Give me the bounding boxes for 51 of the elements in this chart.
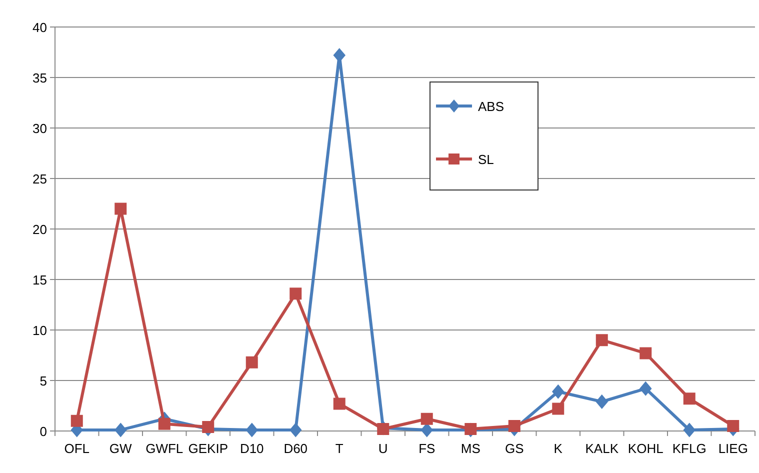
- point: [640, 382, 652, 396]
- x-tick-label: GW: [109, 441, 133, 456]
- legend-label: ABS: [478, 99, 504, 114]
- x-tick-label: GS: [504, 441, 524, 456]
- x-tick-label: OFL: [64, 441, 90, 456]
- point: [70, 414, 83, 427]
- point: [114, 202, 127, 215]
- x-tick-label: T: [335, 441, 344, 456]
- point: [158, 418, 170, 430]
- x-tick-label: KOHL: [628, 441, 664, 456]
- y-tick-label: 40: [32, 20, 47, 35]
- point: [683, 422, 696, 437]
- point: [202, 420, 214, 433]
- point: [333, 48, 346, 62]
- y-tick-label: 30: [32, 121, 47, 136]
- y-tick-label: 0: [40, 424, 47, 439]
- point: [596, 394, 608, 409]
- x-tick-label: GEKIP: [188, 441, 228, 456]
- x-tick-label: LIEG: [718, 441, 748, 456]
- x-tick-label: MS: [460, 441, 481, 456]
- point: [464, 422, 477, 435]
- point: [246, 356, 258, 368]
- point: [114, 422, 127, 437]
- x-tick-label: GWFL: [146, 441, 184, 456]
- x-tick-label: KALK: [585, 441, 619, 456]
- x-tick-label: KFLG: [672, 441, 706, 456]
- point: [290, 422, 302, 437]
- x-tick-label: D60: [284, 441, 308, 456]
- point: [290, 288, 302, 300]
- y-tick-label: 5: [40, 374, 47, 388]
- point: [420, 412, 433, 425]
- point: [596, 334, 608, 346]
- point: [246, 422, 258, 437]
- point: [552, 384, 564, 399]
- point: [508, 420, 520, 432]
- point: [683, 392, 696, 405]
- y-tick-label: 35: [32, 70, 47, 86]
- y-tick-label: 20: [32, 222, 47, 237]
- point: [552, 402, 564, 415]
- x-tick-label: U: [378, 441, 388, 456]
- point: [333, 398, 346, 410]
- y-tick-label: 10: [32, 323, 47, 338]
- x-tick-label: K: [554, 441, 563, 456]
- point: [420, 422, 433, 437]
- y-tick-label: 15: [32, 272, 47, 288]
- y-tick-label: 25: [32, 172, 47, 186]
- legend-label: SL: [478, 152, 494, 167]
- point: [727, 420, 740, 432]
- x-tick-label: FS: [418, 441, 436, 456]
- x-tick-label: D10: [240, 441, 264, 456]
- point: [640, 347, 652, 360]
